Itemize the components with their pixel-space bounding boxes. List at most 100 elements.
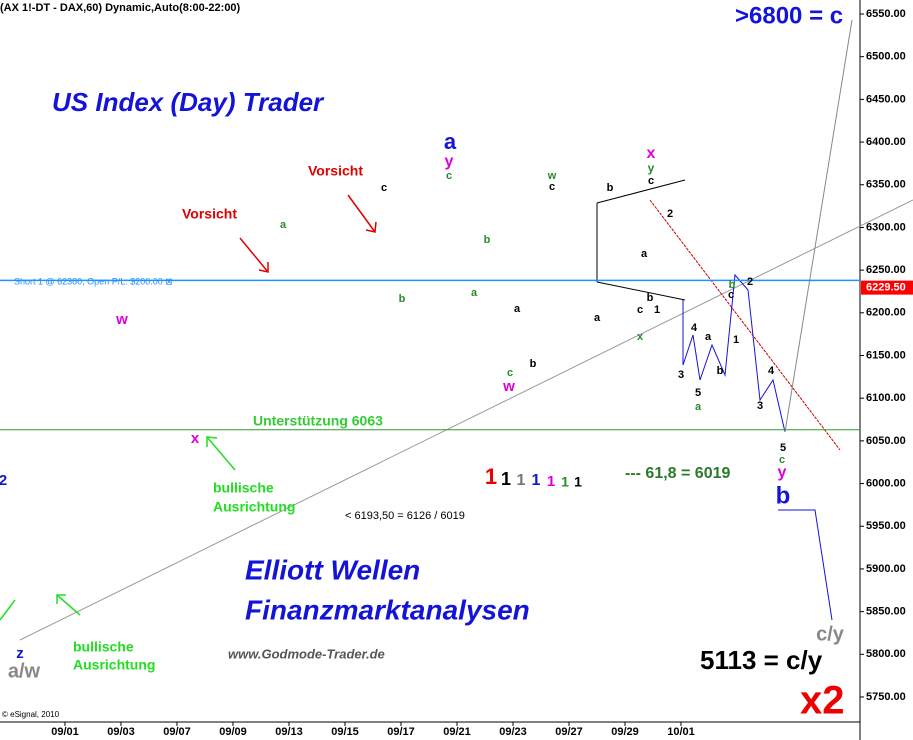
y-tick-label: 6000.00 [866,477,906,489]
annotation: x [637,331,644,343]
price-tag-label: 6229.50 [866,282,906,294]
annotation: 4 [691,322,698,334]
annotation: a [514,303,521,315]
annotation: Elliott Wellen [245,554,420,585]
x-tick-label: 09/09 [219,726,247,738]
annotation: 5 [695,387,701,399]
annotation: b [729,279,736,291]
trend-line [19,199,913,641]
annotation: 2 [667,208,673,220]
annotation: a/w [8,660,41,682]
y-tick-label: 6250.00 [866,264,906,276]
y-tick-label: 6450.00 [866,93,906,105]
x-tick-label: 09/23 [499,726,527,738]
annotation: 1 [654,304,660,316]
annotation: 1 [532,472,541,489]
annotation: c [637,304,643,316]
trend-line [596,179,686,204]
annotation: b [647,292,654,304]
annotation: b [776,482,791,509]
projection [784,19,853,433]
annotation: bullische [213,480,274,496]
y-tick-label: 5750.00 [866,691,906,703]
annotation: x2 [800,679,845,723]
annotation: c [779,454,785,466]
y-tick-label: 5900.00 [866,563,906,575]
y-tick-label: 6500.00 [866,51,906,63]
y-tick-label: 5950.00 [866,520,906,532]
annotation: b [484,234,491,246]
annotation: a [705,331,712,343]
y-tick-label: 6100.00 [866,392,906,404]
annotation: c [549,181,555,193]
annotation: b [399,293,406,305]
annotation: 1 [517,472,526,489]
y-tick-label: 5850.00 [866,606,906,618]
y-tick-label: 6300.00 [866,221,906,233]
annotation: < 6193,50 = 6126 / 6019 [345,510,465,522]
x-tick-label: 09/13 [275,726,303,738]
arrow [0,436,236,621]
x-tick-label: 09/27 [555,726,583,738]
x-tick-label: 09/07 [163,726,191,738]
annotation: © eSignal, 2010 [2,710,60,719]
annotation: Finanzmarktanalysen [245,594,530,625]
annotation: www.Godmode-Trader.de [228,646,385,661]
chart-title: (AX 1!-DT - DAX,60) Dynamic,Auto(8:00-22… [0,2,241,14]
projection [778,509,833,621]
x-tick-label: 09/01 [51,726,79,738]
annotation: Vorsicht [308,163,363,179]
annotation: y [445,153,454,170]
annotation: a [641,248,648,260]
annotation: 2 [0,472,7,489]
annotation: Ausrichtung [73,657,155,673]
y-tick-label: 6400.00 [866,136,906,148]
y-tick-label: 6150.00 [866,349,906,361]
annotation: y [778,464,787,481]
annotation: US Index (Day) Trader [52,87,325,117]
x-tick-label: 10/01 [667,726,695,738]
annotation: a [695,401,702,413]
annotation: b [717,365,724,377]
annotation: >6800 = c [735,2,843,29]
arrow [239,194,377,273]
annotation: 1 [501,469,511,489]
annotation: 2 [747,276,753,288]
x-tick-label: 09/15 [331,726,359,738]
y-tick-label: 6550.00 [866,8,906,20]
annotation: 3 [678,369,684,381]
x-tick-label: 09/03 [107,726,135,738]
annotation: w [502,378,515,395]
y-tick-label: 5800.00 [866,648,906,660]
annotation: a [594,312,601,324]
annotation: --- 61,8 = 6019 [625,465,731,482]
price-tag [861,280,913,295]
annotation: w [547,170,557,182]
annotation: x [647,145,656,162]
projection [682,273,786,433]
annotation: c [728,289,734,301]
annotation: Vorsicht [182,206,237,222]
annotation: c [507,367,513,379]
annotation: Ausrichtung [213,499,295,515]
y-tick-label: 6050.00 [866,435,906,447]
annotation: c [381,182,387,194]
annotation: z [16,645,24,662]
y-tick-label: 6200.00 [866,307,906,319]
annotation: Unterstützung 6063 [253,413,383,429]
annotation: c [648,175,654,187]
annotation: 4 [768,365,775,377]
annotation: c [446,170,452,182]
y-tick-label: 6350.00 [866,179,906,191]
annotation: c/y [816,623,845,645]
annotation: 3 [757,400,763,412]
annotation: b [607,182,614,194]
annotation: 1 [733,334,739,346]
annotation: a [444,129,457,154]
level-label: Short 1 @ 62380, Open P/L: $200.00 ⊠ [14,277,173,287]
annotation: b [530,358,537,370]
annotation: 1 [561,474,569,490]
